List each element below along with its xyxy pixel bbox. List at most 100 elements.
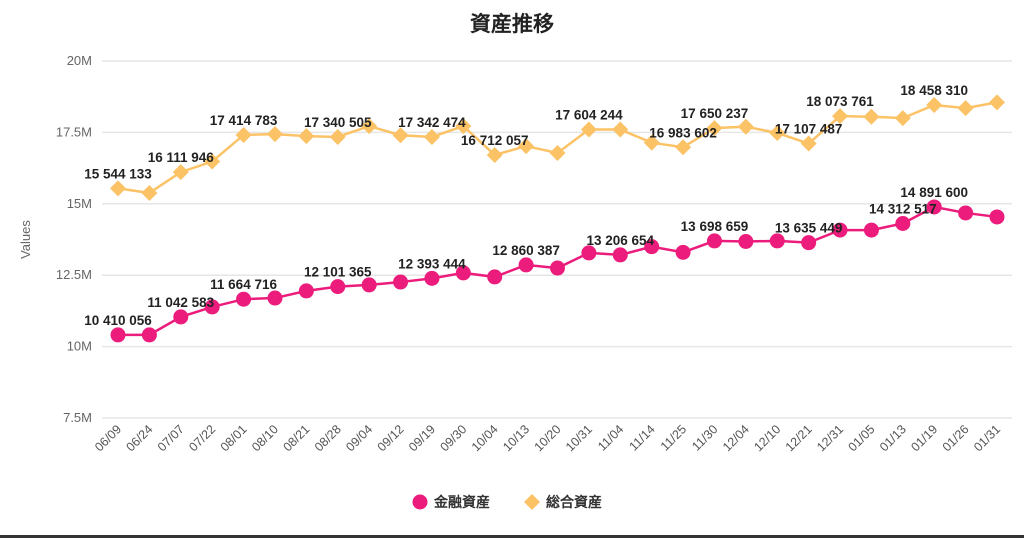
data-point	[361, 277, 377, 293]
x-tick-label: 11/14	[626, 422, 657, 453]
data-point	[235, 126, 252, 143]
data-label: 17 340 505	[304, 115, 372, 130]
x-tick-label: 10/20	[532, 422, 564, 454]
data-label: 14 891 600	[900, 185, 968, 200]
x-tick-label: 01/31	[971, 422, 1003, 454]
data-point	[894, 110, 911, 127]
data-point	[518, 257, 534, 273]
data-label: 17 604 244	[555, 108, 623, 123]
data-point	[989, 209, 1005, 225]
x-tick-label: 07/07	[155, 422, 187, 454]
data-label: 13 206 654	[586, 233, 654, 248]
data-point	[769, 233, 785, 249]
data-point	[612, 121, 629, 138]
data-point	[675, 244, 691, 260]
data-point	[958, 205, 974, 221]
x-tick-label: 12/31	[814, 422, 846, 454]
data-point	[580, 121, 597, 138]
data-point	[172, 164, 189, 181]
data-point	[424, 270, 440, 286]
data-point	[486, 146, 503, 163]
data-point	[675, 139, 692, 156]
chart-title: 資産推移	[470, 12, 554, 36]
data-point	[644, 239, 660, 255]
data-point	[581, 245, 597, 261]
x-tick-label: 09/30	[437, 422, 469, 454]
data-label: 17 107 487	[775, 122, 843, 137]
data-label: 13 635 449	[775, 221, 843, 236]
data-label: 16 111 946	[148, 150, 215, 165]
data-point	[110, 180, 126, 197]
data-point	[612, 247, 628, 263]
data-point	[737, 118, 754, 135]
data-label: 12 393 444	[398, 256, 466, 271]
data-point	[329, 128, 346, 145]
x-tick-label: 10/31	[563, 422, 595, 454]
data-point	[643, 134, 660, 151]
x-tick-label: 01/13	[877, 422, 909, 454]
y-tick-label: 15M	[67, 196, 92, 211]
data-label: 10 410 056	[84, 313, 152, 328]
data-point	[298, 283, 314, 299]
x-tick-label: 08/21	[280, 422, 312, 454]
legend-label: 総合資産	[546, 494, 602, 511]
data-label: 16 712 057	[461, 133, 529, 148]
x-tick-label: 06/09	[92, 422, 124, 454]
x-tick-label: 01/19	[908, 422, 940, 454]
data-point	[267, 290, 283, 306]
data-point	[393, 274, 409, 290]
data-point	[487, 269, 503, 285]
data-label: 12 101 365	[304, 265, 372, 280]
data-point	[204, 153, 221, 170]
data-point	[989, 94, 1005, 111]
y-tick-label: 20M	[67, 53, 92, 68]
data-point	[832, 108, 849, 125]
data-point	[392, 127, 409, 144]
data-point	[330, 279, 346, 295]
data-label: 18 073 761	[806, 94, 874, 109]
data-point	[298, 128, 315, 145]
data-point	[895, 216, 911, 232]
data-point	[110, 327, 126, 343]
data-label: 15 544 133	[84, 166, 152, 181]
data-point	[141, 327, 157, 343]
data-label: 11 042 583	[147, 295, 214, 310]
data-point	[423, 128, 440, 145]
data-point	[141, 184, 158, 201]
data-label: 16 983 602	[649, 125, 717, 140]
data-point	[800, 135, 817, 152]
data-label: 13 698 659	[681, 219, 749, 234]
data-label: 18 458 310	[900, 83, 968, 98]
x-tick-label: 09/04	[343, 422, 375, 454]
data-point	[550, 260, 565, 276]
x-tick-label: 01/05	[846, 422, 878, 454]
x-tick-label: 01/26	[940, 422, 972, 454]
data-point	[769, 124, 786, 141]
x-tick-label: 06/24	[123, 422, 155, 454]
y-tick-label: 12.5M	[56, 267, 92, 282]
data-point	[549, 144, 566, 161]
x-tick-label: 07/22	[186, 422, 218, 454]
data-point	[455, 118, 472, 135]
data-point	[801, 235, 817, 251]
y-tick-label: 17.5M	[56, 124, 92, 139]
data-label: 17 414 783	[210, 113, 278, 128]
legend-marker	[412, 494, 428, 510]
data-point	[236, 291, 252, 307]
x-tick-label: 11/25	[658, 422, 689, 453]
data-point	[361, 118, 378, 135]
x-tick-label: 11/30	[689, 422, 720, 453]
x-tick-label: 09/12	[375, 422, 407, 454]
y-tick-label: 7.5M	[63, 410, 92, 425]
x-tick-label: 10/13	[500, 422, 532, 454]
x-tick-label: 11/04	[595, 422, 626, 453]
x-tick-label: 09/19	[406, 422, 438, 454]
x-tick-label: 08/28	[312, 422, 344, 454]
data-point	[706, 120, 723, 137]
x-tick-label: 12/10	[751, 422, 783, 454]
legend-label: 金融資産	[433, 494, 490, 511]
data-point	[832, 222, 848, 238]
data-label: 14 312 517	[869, 202, 937, 217]
bottom-border	[0, 535, 1024, 538]
